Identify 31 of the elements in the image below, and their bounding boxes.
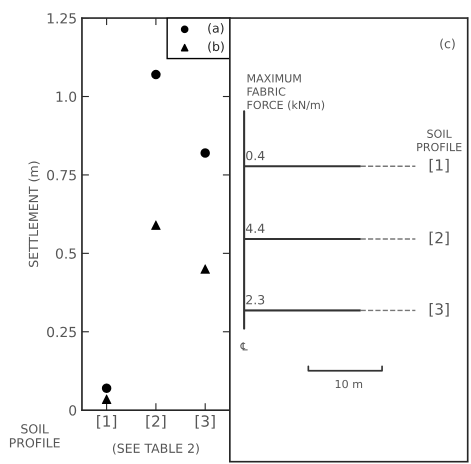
y-tick-label: 0 bbox=[69, 405, 76, 416]
point bbox=[102, 383, 112, 393]
category-label: [2] bbox=[430, 232, 449, 246]
point bbox=[151, 70, 161, 80]
x-axis-title: SOIL PROFILE bbox=[10, 424, 60, 448]
y-tick-label: 1.0 bbox=[56, 91, 76, 102]
x-tick-label: [1] bbox=[97, 415, 116, 429]
text: SOIL PROFILE bbox=[417, 130, 462, 152]
category-label: [1] bbox=[430, 158, 449, 172]
point bbox=[151, 220, 161, 230]
text: ℄ bbox=[240, 342, 248, 350]
point bbox=[102, 394, 112, 404]
y-tick-label: 0.25 bbox=[47, 326, 76, 338]
legend-label: (b) bbox=[208, 41, 224, 53]
y-tick-label: 0.75 bbox=[47, 170, 76, 180]
text: 10 m bbox=[336, 380, 362, 388]
data-label: 0.4 bbox=[246, 150, 264, 160]
y-tick-label: 0.5 bbox=[56, 248, 76, 259]
data-label: 2.3 bbox=[246, 294, 264, 304]
category-label: [3] bbox=[430, 303, 449, 317]
legend-label: (a) bbox=[208, 23, 224, 34]
text: (SEE TABLE 2) bbox=[112, 443, 199, 454]
y-axis-title: SETTLEMENT (m) bbox=[28, 162, 40, 267]
data-label: 4.4 bbox=[246, 224, 264, 233]
x-tick-label: [2] bbox=[146, 415, 166, 429]
y-tick-label: 1.25 bbox=[48, 13, 76, 24]
text: MAXIMUM FABRIC FORCE (kN/m) bbox=[248, 74, 324, 110]
point bbox=[200, 264, 210, 274]
text: (c) bbox=[440, 38, 455, 50]
point bbox=[200, 148, 210, 158]
x-tick-label: [3] bbox=[196, 415, 215, 429]
